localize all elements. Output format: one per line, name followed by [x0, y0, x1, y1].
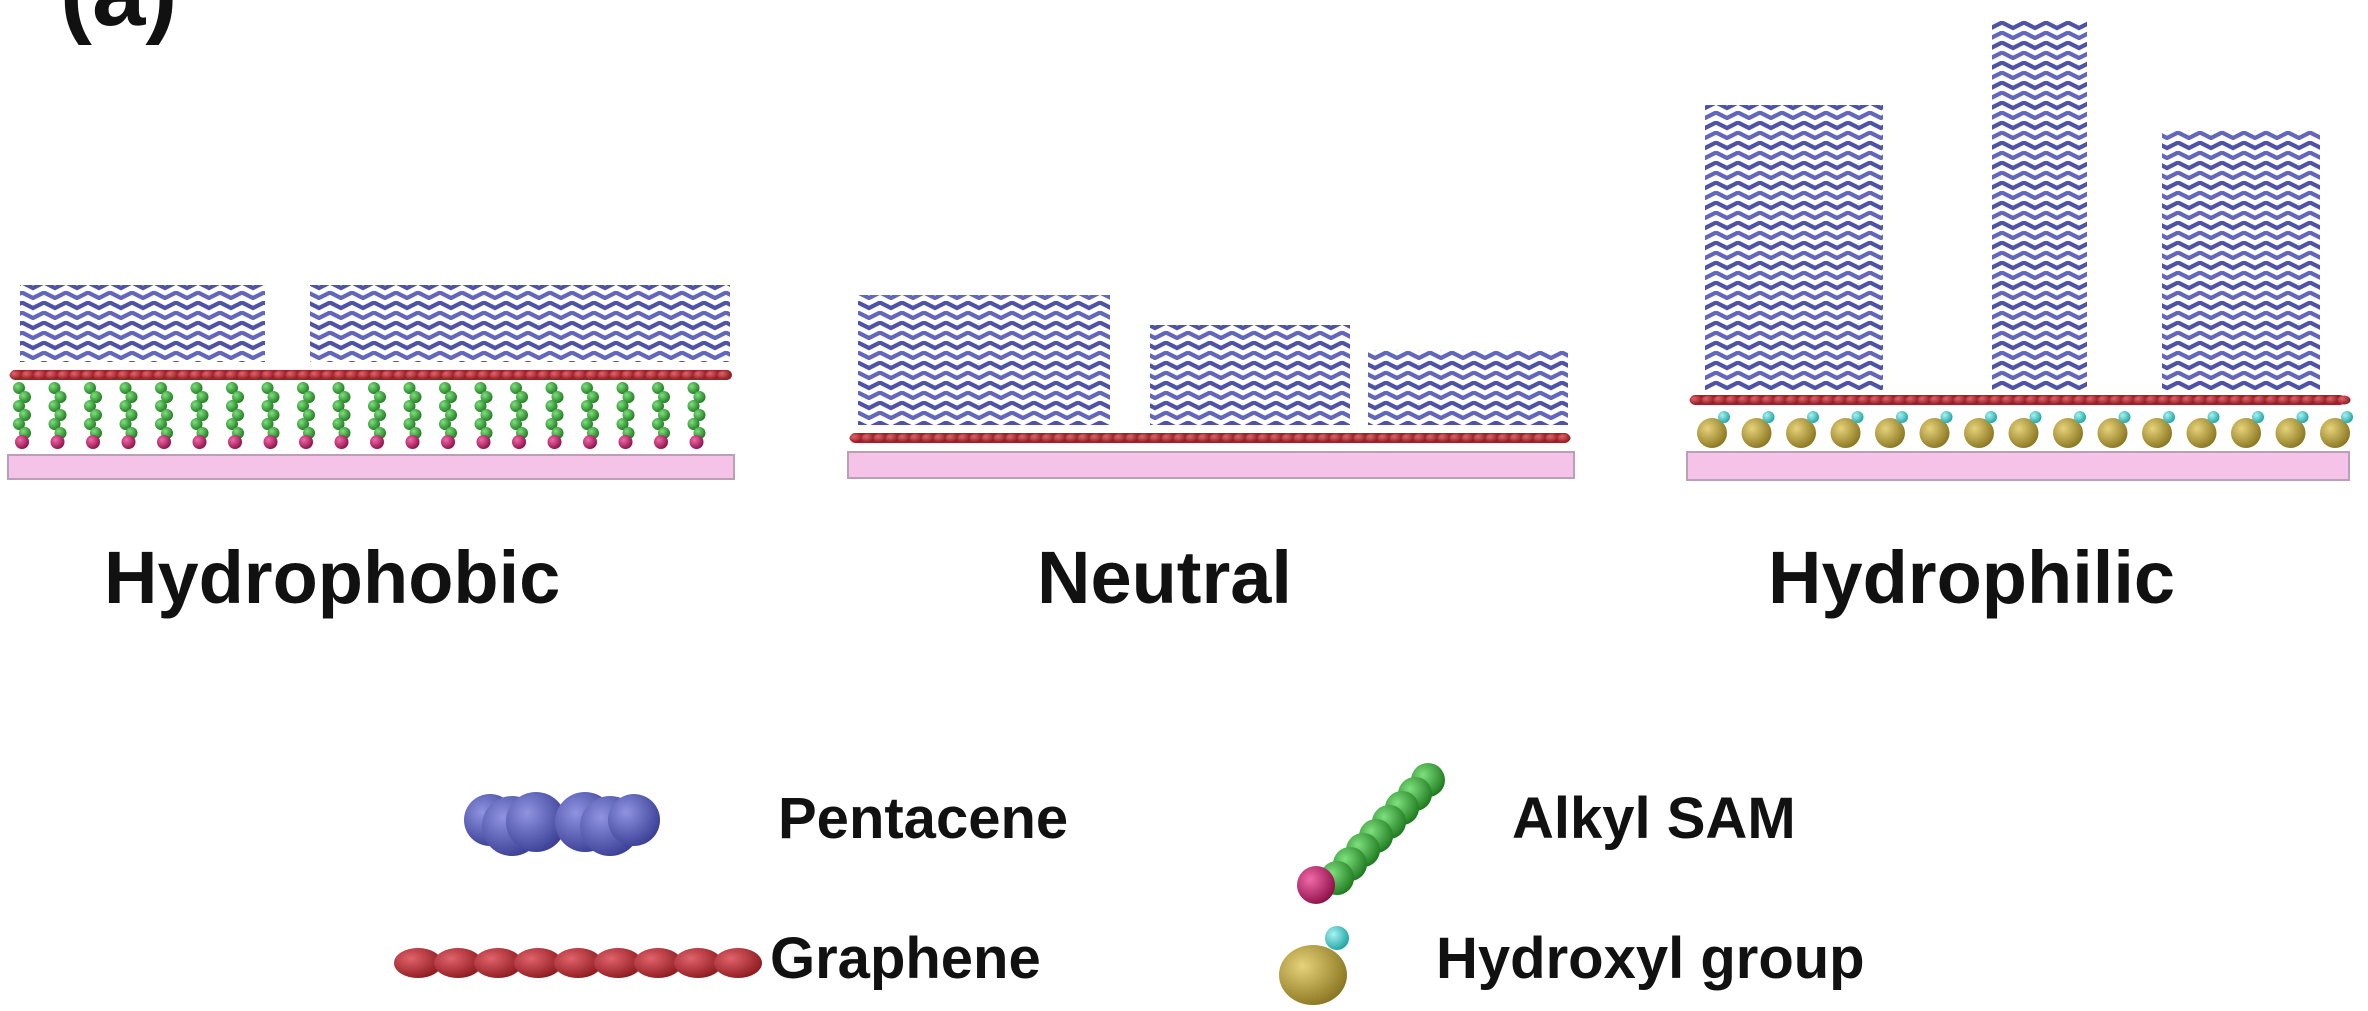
panel-label-hydrophilic: Hydrophilic — [1768, 536, 2176, 619]
pentacene-stack — [1150, 325, 1350, 425]
alkyl-sam-chain — [13, 382, 31, 449]
alkyl-sam-chain — [439, 382, 457, 449]
alkyl-sam-chain — [155, 382, 173, 449]
alkyl-sam-chain — [581, 382, 599, 449]
alkyl-sam-chain — [261, 382, 280, 449]
alkyl-sam-layer — [13, 382, 706, 449]
alkyl-sam-chain — [119, 382, 138, 449]
pentacene-stack — [1992, 20, 2087, 390]
panel-label-hydrophobic: Hydrophobic — [104, 536, 561, 619]
pentacene-stack — [858, 295, 1110, 425]
alkyl-sam-chain — [687, 382, 706, 449]
graphene-layer — [9, 370, 732, 380]
legend-label-graphene: Graphene — [770, 926, 1041, 991]
hydroxyl-group — [1786, 411, 1819, 448]
pentacene-molecule-icon — [464, 792, 660, 856]
panel-hydrophilic — [1686, 20, 2353, 481]
hydroxyl-group — [2186, 411, 2220, 448]
hydroxyl-group — [1830, 411, 1864, 448]
hydroxyl-group — [2142, 411, 2175, 448]
alkyl-sam-chain — [48, 382, 67, 449]
substrate — [847, 451, 1575, 479]
hydroxyl-group — [1741, 411, 1775, 448]
hydroxyl-group — [2320, 411, 2353, 448]
alkyl-sam-chain — [545, 382, 564, 449]
pentacene-stack — [310, 285, 730, 362]
alkyl-sam-chain — [368, 382, 386, 449]
graphene-layer — [1689, 395, 2351, 405]
hydroxyl-group-icon — [1279, 926, 1349, 1005]
substrate — [1686, 451, 2350, 481]
pentacene-stack — [20, 285, 265, 362]
legend-label-hydroxyl: Hydroxyl group — [1436, 926, 1865, 991]
alkyl-sam-chain — [190, 382, 209, 449]
legend-label-pentacene: Pentacene — [778, 786, 1069, 851]
graphene-layer — [849, 433, 1571, 443]
hydroxyl-group — [1964, 411, 1997, 448]
hydroxyl-group — [2008, 411, 2042, 448]
panel-label-neutral: Neutral — [1037, 536, 1292, 619]
hydroxyl-group — [1875, 411, 1908, 448]
pentacene-stack — [2162, 130, 2320, 390]
alkyl-sam-chain — [84, 382, 102, 449]
hydroxyl-layer — [1697, 411, 2353, 448]
alkyl-sam-chain — [226, 382, 244, 449]
alkyl-sam-chain — [616, 382, 635, 449]
hydroxyl-group — [1919, 411, 1953, 448]
hydroxyl-group — [2231, 411, 2264, 448]
pentacene-stack — [1368, 350, 1568, 425]
panel-neutral — [847, 295, 1575, 479]
alkyl-sam-chain — [474, 382, 493, 449]
alkyl-sam-chain — [332, 382, 351, 449]
alkyl-sam-chain — [510, 382, 528, 449]
hydroxyl-group — [2053, 411, 2086, 448]
alkyl-sam-chain — [403, 382, 422, 449]
hydroxyl-group — [2275, 411, 2309, 448]
alkyl-sam-chain-icon — [1297, 763, 1445, 904]
pentacene-stack — [1705, 105, 1883, 390]
hydroxyl-group — [1697, 411, 1730, 448]
legend-icons — [394, 763, 1445, 1005]
graphene-sheet-icon — [394, 948, 762, 978]
substrate — [7, 454, 735, 480]
panel-hydrophobic — [7, 285, 735, 480]
alkyl-sam-chain — [297, 382, 315, 449]
legend-label-alkyl-sam: Alkyl SAM — [1512, 786, 1796, 851]
hydroxyl-group — [2097, 411, 2131, 448]
alkyl-sam-chain — [652, 382, 670, 449]
panel-letter: (a) — [60, 0, 177, 48]
